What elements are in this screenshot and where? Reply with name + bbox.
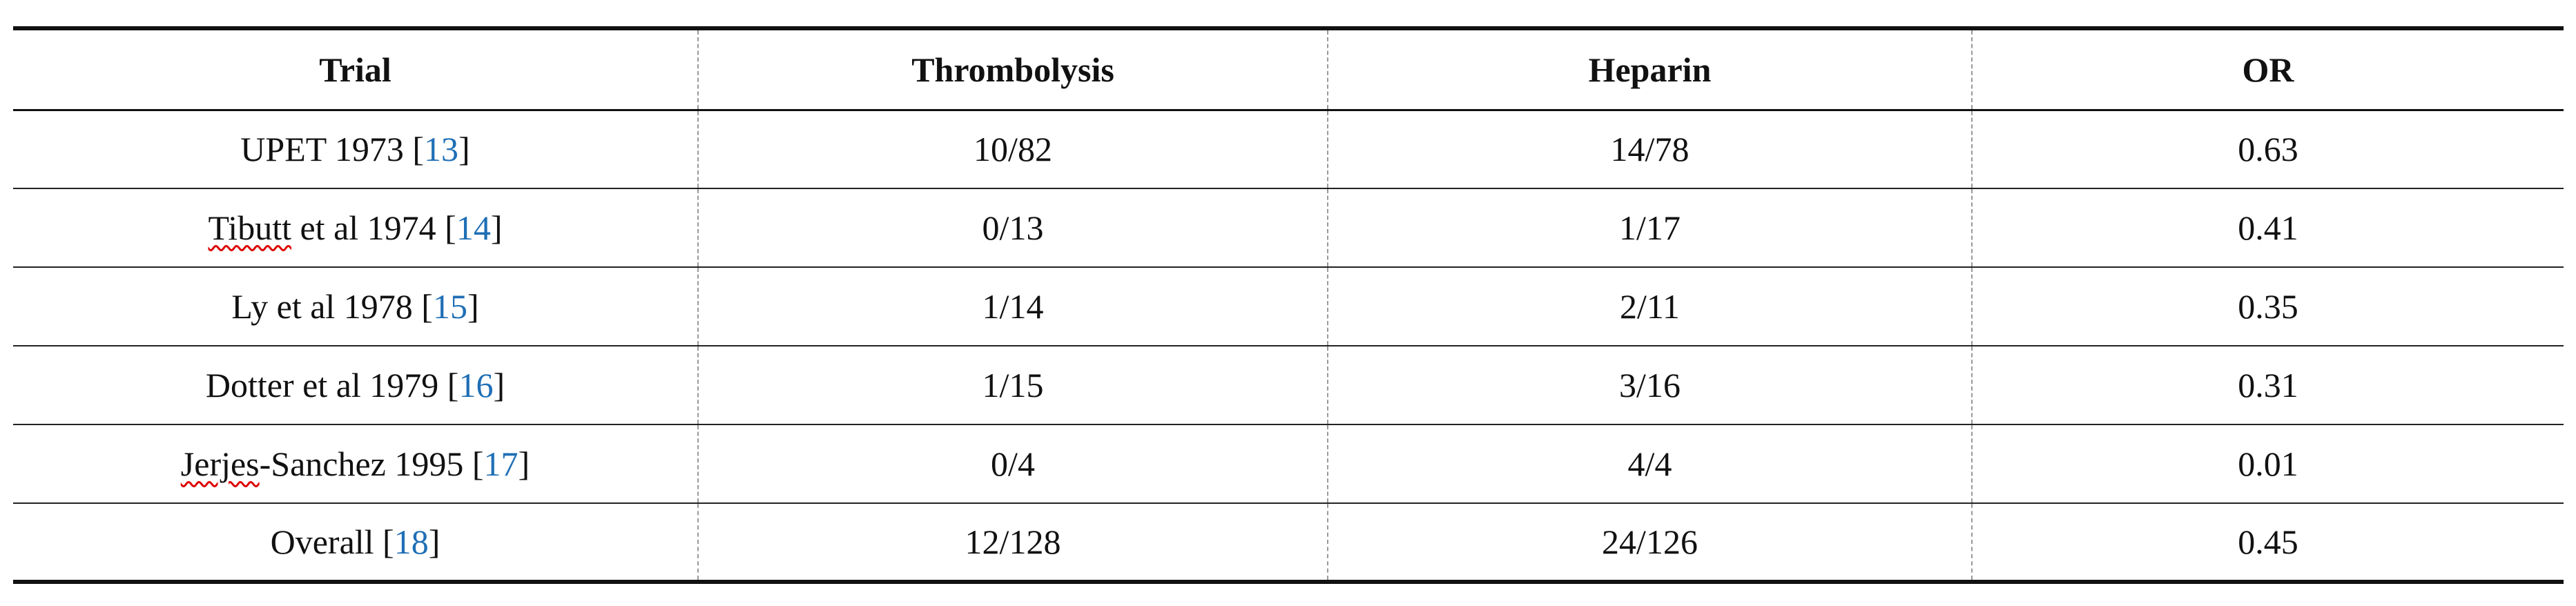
table-row: Overall [18] 12/128 24/126 0.45 [13,503,2564,584]
table-cell: 10/82 [697,110,1328,189]
header-cell: Thrombolysis [697,26,1328,111]
table-cell: 0.45 [1971,503,2564,584]
header-cell: Heparin [1327,26,1972,111]
trial-text: ] [490,208,503,247]
header-row: Trial Thrombolysis Heparin OR [13,26,2564,111]
trial-text: Dotter et al 1979 [ [205,366,459,404]
trial-cell: Overall [18] [13,503,698,584]
table-cell: 12/128 [697,503,1328,584]
trial-text: et al 1974 [ [291,208,456,247]
reference[interactable]: 13 [424,130,459,169]
table-cell: 0.01 [1971,424,2564,504]
trial-text: Ly et al 1978 [ [231,287,433,326]
table-cell: 0.41 [1971,188,2564,268]
header-cell: OR [1971,26,2564,111]
trial-cell: Ly et al 1978 [15] [13,267,698,346]
trial-text: ] [467,287,479,326]
table-row: Jerjes-Sanchez 1995 [17] 0/4 4/4 0.01 [13,424,2564,504]
table-row: Dotter et al 1979 [16] 1/15 3/16 0.31 [13,346,2564,425]
table-cell: 14/78 [1327,110,1972,189]
table-cell: 0.35 [1971,267,2564,346]
header-cell: Trial [13,26,698,111]
trial-text: ] [493,366,505,404]
reference[interactable]: 17 [483,444,519,483]
table-cell: 1/15 [697,346,1328,425]
trial-text: Tibutt [208,208,291,247]
table-row: UPET 1973 [13] 10/82 14/78 0.63 [13,110,2564,189]
table-cell: 4/4 [1327,424,1972,504]
table-cell: 0/13 [697,188,1328,268]
table-row: Ly et al 1978 [15] 1/14 2/11 0.35 [13,267,2564,346]
data-table: Trial Thrombolysis Heparin OR UPET 1973 [13… [13,26,2564,584]
trial-text: ] [458,130,470,169]
reference[interactable]: 15 [432,287,467,326]
table-cell: 0/4 [697,424,1328,504]
table-body: UPET 1973 [13] 10/82 14/78 0.63 Tibutt et al… [13,110,2564,584]
trial-text: ] [518,444,530,483]
table-row: Tibutt et al 1974 [14] 0/13 1/17 0.41 [13,188,2564,268]
reference[interactable]: 16 [458,366,494,404]
trial-text: -Sanchez 1995 [ [259,444,484,483]
trial-text: Jerjes [180,444,260,483]
trial-cell: UPET 1973 [13] [13,110,698,189]
trial-text: Overall [ [270,522,394,561]
trial-cell: Jerjes-Sanchez 1995 [17] [13,424,698,504]
trial-text: ] [428,522,440,561]
reference[interactable]: 18 [394,522,429,561]
table-cell: 1/17 [1327,188,1972,268]
trial-cell: Dotter et al 1979 [16] [13,346,698,425]
trial-cell: Tibutt et al 1974 [14] [13,188,698,268]
table-cell: 2/11 [1327,267,1972,346]
table-cell: 1/14 [697,267,1328,346]
reference[interactable]: 14 [456,208,491,247]
trial-text: UPET 1973 [ [240,130,425,169]
table-cell: 0.31 [1971,346,2564,425]
table-cell: 0.63 [1971,110,2564,189]
table-cell: 3/16 [1327,346,1972,425]
table-cell: 24/126 [1327,503,1972,584]
